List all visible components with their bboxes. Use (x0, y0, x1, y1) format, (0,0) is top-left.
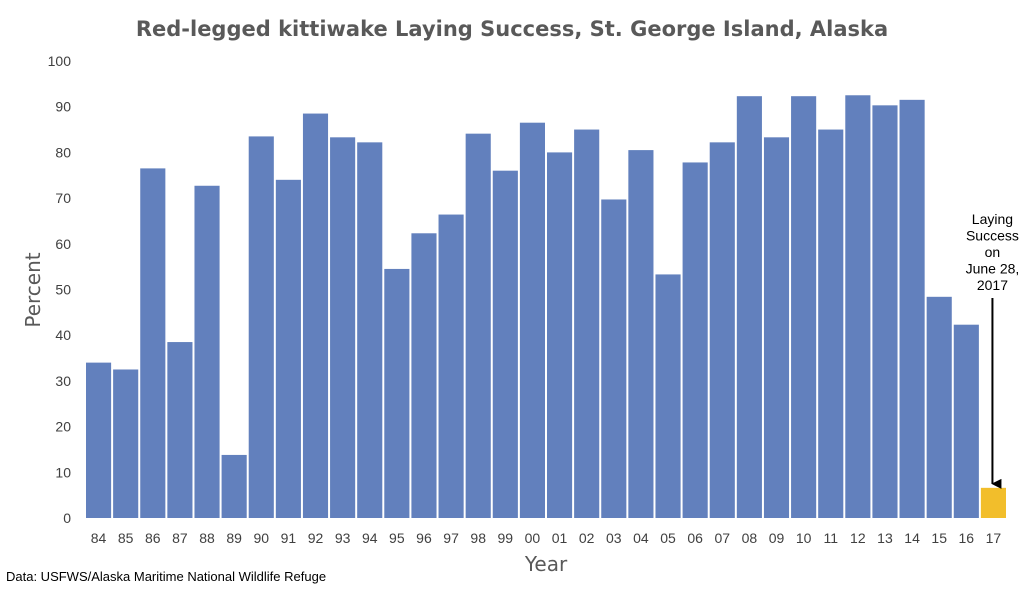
x-tick-label: 15 (931, 530, 947, 546)
x-tick-label: 97 (443, 530, 459, 546)
x-tick-label: 01 (552, 530, 568, 546)
y-tick-label: 0 (63, 510, 71, 526)
x-tick-label: 09 (769, 530, 785, 546)
data-source: Data: USFWS/Alaska Maritime National Wil… (6, 569, 326, 584)
annotation-line: 2017 (977, 277, 1008, 293)
bar (86, 362, 112, 518)
annotation: Laying Success on June 28, 2017 (966, 211, 1020, 489)
x-tick-label: 95 (389, 530, 405, 546)
bars (86, 95, 1006, 519)
y-tick-label: 10 (55, 464, 71, 480)
x-tick-label: 92 (308, 530, 324, 546)
bar (709, 142, 735, 518)
bar (872, 105, 898, 518)
x-tick-label: 07 (714, 530, 730, 546)
bar (791, 96, 817, 518)
x-tick-label: 91 (281, 530, 297, 546)
y-tick-label: 70 (55, 190, 71, 206)
bar (140, 168, 166, 518)
x-tick-label: 06 (687, 530, 703, 546)
x-tick-label: 96 (416, 530, 432, 546)
x-tick-label: 90 (253, 530, 269, 546)
y-tick-label: 90 (55, 99, 71, 115)
bar (736, 96, 762, 518)
bar (384, 268, 410, 518)
bar (167, 342, 193, 518)
bar (113, 369, 139, 518)
bar (655, 274, 681, 518)
bar (899, 99, 925, 518)
bar (628, 150, 654, 519)
y-axis-title: Percent (21, 252, 45, 327)
x-tick-label: 98 (470, 530, 486, 546)
x-tick-label: 99 (498, 530, 514, 546)
bar (547, 152, 573, 518)
bar (926, 296, 952, 518)
x-tick-label: 87 (172, 530, 188, 546)
bar (357, 142, 383, 518)
bar (194, 185, 220, 518)
x-tick-label: 93 (335, 530, 351, 546)
bar (682, 162, 708, 518)
bar (465, 133, 491, 518)
bar-highlighted (980, 487, 1006, 518)
x-tick-label: 89 (226, 530, 242, 546)
bar (302, 113, 329, 518)
bar (763, 137, 790, 518)
x-tick-label: 17 (986, 530, 1002, 546)
bar (492, 170, 518, 518)
bar (818, 129, 844, 519)
y-tick-label: 30 (55, 373, 71, 389)
bar (438, 214, 464, 519)
annotation-line: on (985, 244, 1001, 260)
x-tick-label: 84 (91, 530, 107, 546)
x-tick-label: 85 (118, 530, 134, 546)
x-tick-label: 13 (877, 530, 893, 546)
bar (411, 233, 437, 519)
bar (601, 199, 627, 518)
x-tick-label: 04 (633, 530, 649, 546)
x-tick-label: 94 (362, 530, 378, 546)
x-axis-title: Year (524, 552, 568, 576)
bar (574, 129, 600, 519)
bar (221, 454, 247, 518)
x-tick-label: 05 (660, 530, 676, 546)
y-tick-label: 60 (55, 236, 71, 252)
bar (330, 137, 356, 518)
annotation-line: Laying (972, 211, 1013, 227)
annotation-text: Laying Success on June 28, 2017 (966, 211, 1020, 293)
y-tick-label: 40 (55, 327, 71, 343)
annotation-line: Success (966, 228, 1019, 244)
x-tick-label: 14 (904, 530, 920, 546)
bar (275, 179, 301, 518)
y-tick-label: 100 (48, 53, 72, 69)
y-axis-ticks: 0 10 20 30 40 50 60 70 80 90 100 (48, 53, 72, 526)
x-axis-ticks: 84 85 86 87 88 89 90 91 92 93 94 95 96 97 98 99 00 01 02 03… (91, 530, 1002, 546)
x-tick-label: 08 (742, 530, 758, 546)
y-tick-label: 20 (55, 419, 71, 435)
bar (953, 324, 979, 518)
x-tick-label: 02 (579, 530, 595, 546)
x-tick-label: 11 (823, 530, 838, 546)
x-tick-label: 10 (796, 530, 812, 546)
annotation-line: June 28, (966, 261, 1020, 277)
x-tick-label: 16 (959, 530, 975, 546)
x-tick-label: 00 (525, 530, 541, 546)
x-tick-label: 03 (606, 530, 622, 546)
bar (845, 95, 871, 519)
bar (519, 122, 545, 518)
y-tick-label: 80 (55, 144, 71, 160)
x-tick-label: 88 (199, 530, 215, 546)
x-tick-label: 12 (850, 530, 866, 546)
chart-title: Red-legged kittiwake Laying Success, St.… (136, 17, 888, 41)
x-tick-label: 86 (145, 530, 161, 546)
bar (248, 136, 274, 518)
y-tick-label: 50 (55, 282, 71, 298)
